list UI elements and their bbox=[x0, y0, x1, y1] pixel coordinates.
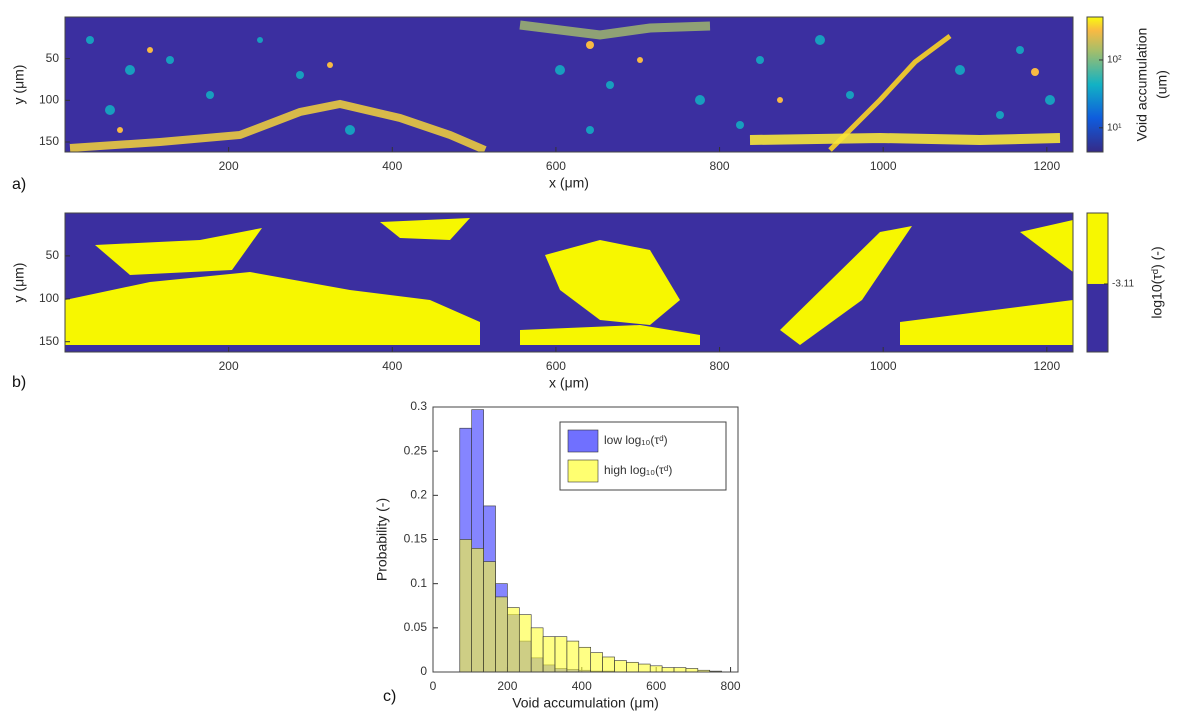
legend-label: high log₁₀(τᵈ) bbox=[604, 463, 672, 477]
x-tick-label: 800 bbox=[721, 679, 741, 693]
colorbar-label: log10(τᵈ) (-) bbox=[1149, 246, 1165, 318]
histogram-bar bbox=[661, 667, 675, 673]
y-tick-label: 100 bbox=[39, 291, 59, 305]
y-tick-label: 0.1 bbox=[410, 576, 427, 590]
histogram-bar bbox=[542, 636, 556, 673]
x-tick-label: 800 bbox=[710, 359, 730, 373]
colorbar-lower bbox=[1087, 283, 1108, 352]
y-tick-label: 0.3 bbox=[410, 399, 427, 413]
y-tick-label: 150 bbox=[39, 134, 59, 148]
colorbar-tick-label: 10² bbox=[1107, 55, 1122, 66]
y-tick-label: 0.05 bbox=[404, 620, 428, 634]
x-tick-label: 1000 bbox=[870, 159, 897, 173]
y-axis-label: Probability (-) bbox=[374, 498, 390, 581]
histogram-bar bbox=[483, 561, 496, 673]
x-axis-label: x (μm) bbox=[549, 375, 589, 391]
histogram-bar bbox=[471, 548, 484, 673]
x-tick-label: 200 bbox=[219, 159, 239, 173]
x-tick-label: 600 bbox=[546, 359, 566, 373]
x-tick-label: 1000 bbox=[870, 359, 897, 373]
x-axis-label: Void accumulation (μm) bbox=[512, 695, 659, 711]
x-tick-label: 600 bbox=[646, 679, 666, 693]
x-tick-label: 200 bbox=[497, 679, 517, 693]
legend-label: low log₁₀(τᵈ) bbox=[604, 433, 668, 447]
y-tick-label: 0.15 bbox=[404, 532, 428, 546]
heatmap-a bbox=[65, 17, 1073, 152]
legend-swatch bbox=[567, 429, 599, 453]
y-axis-label: y (μm) bbox=[11, 263, 27, 303]
colorbar bbox=[1087, 17, 1103, 152]
panel-label: a) bbox=[12, 176, 26, 193]
histogram-bar bbox=[459, 539, 472, 673]
colorbar-label: (um) bbox=[1154, 70, 1170, 99]
histogram-bar bbox=[649, 665, 663, 673]
y-tick-label: 0 bbox=[420, 664, 427, 678]
x-tick-label: 400 bbox=[382, 359, 402, 373]
x-tick-label: 1200 bbox=[1033, 159, 1060, 173]
colorbar-tick-label: 10¹ bbox=[1107, 122, 1122, 133]
y-tick-label: 150 bbox=[39, 334, 59, 348]
colorbar-tick-label: -3.11 bbox=[1112, 279, 1134, 290]
x-tick-label: 0 bbox=[430, 679, 437, 693]
y-tick-label: 0.25 bbox=[404, 443, 428, 457]
y-tick-label: 50 bbox=[46, 51, 60, 65]
x-axis-label: x (μm) bbox=[549, 175, 589, 191]
histogram-bar bbox=[673, 667, 687, 673]
y-tick-label: 100 bbox=[39, 93, 59, 107]
x-tick-label: 600 bbox=[546, 159, 566, 173]
x-tick-label: 800 bbox=[710, 159, 730, 173]
axes-box bbox=[64, 16, 1074, 153]
colorbar-box bbox=[1086, 212, 1109, 353]
x-tick-label: 1200 bbox=[1033, 359, 1060, 373]
colorbar-upper bbox=[1087, 213, 1108, 284]
axes-box bbox=[64, 212, 1074, 353]
y-tick-label: 0.2 bbox=[410, 488, 427, 502]
x-tick-label: 400 bbox=[382, 159, 402, 173]
y-axis-label: y (μm) bbox=[11, 65, 27, 105]
histogram-bar bbox=[590, 652, 603, 673]
legend-swatch bbox=[567, 459, 599, 483]
x-tick-label: 400 bbox=[572, 679, 592, 693]
histogram-bar bbox=[507, 607, 520, 673]
axes-box bbox=[432, 406, 739, 673]
histogram-bar bbox=[554, 636, 568, 673]
histogram-bar bbox=[578, 646, 592, 673]
histogram-bar bbox=[530, 627, 544, 673]
colorbar-box bbox=[1086, 16, 1104, 153]
histogram-bar bbox=[626, 661, 639, 673]
histogram-bar bbox=[495, 596, 508, 673]
histogram-bar bbox=[566, 640, 580, 673]
panel-label: b) bbox=[12, 374, 26, 391]
histogram-bar bbox=[638, 663, 651, 673]
histogram-bar bbox=[685, 668, 699, 673]
histogram-bar bbox=[602, 656, 615, 673]
histogram-bar bbox=[614, 660, 627, 673]
x-tick-label: 200 bbox=[219, 359, 239, 373]
histogram-bar bbox=[518, 614, 532, 673]
colorbar-label: Void accumulation bbox=[1134, 28, 1150, 142]
panel-label: c) bbox=[383, 688, 396, 705]
y-tick-label: 50 bbox=[46, 248, 60, 262]
heatmap-b bbox=[65, 213, 1073, 352]
